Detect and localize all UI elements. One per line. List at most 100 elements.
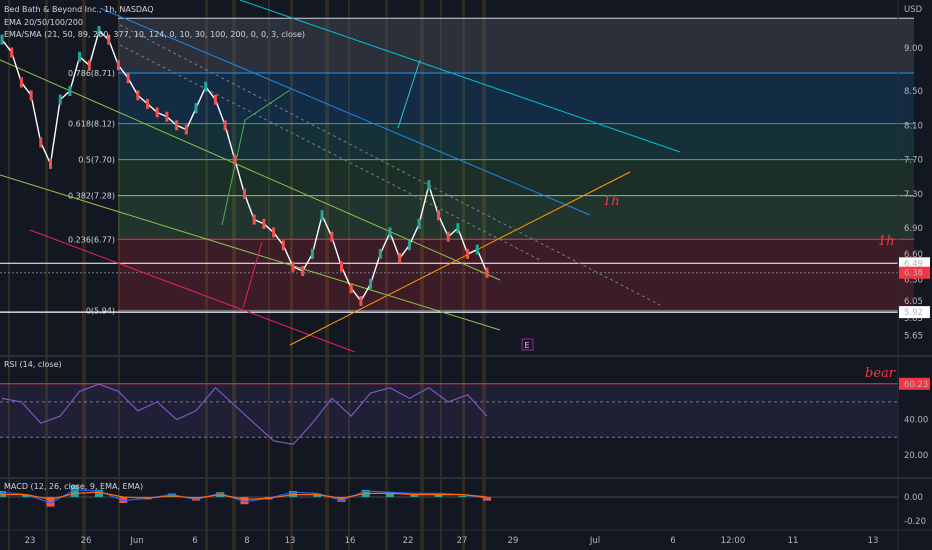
price-candle <box>39 137 43 148</box>
macd-hist-bar <box>46 497 55 507</box>
time-tick-label: 13 <box>868 536 879 546</box>
volume-stripe <box>385 0 388 550</box>
macd-hist-bar <box>337 497 346 502</box>
price-candle <box>369 278 373 289</box>
price-tick-label: 8.10 <box>904 121 923 131</box>
price-candle <box>262 218 266 229</box>
rsi-band <box>0 383 898 438</box>
volume-stripe <box>348 0 350 550</box>
trend-line <box>289 171 631 346</box>
time-tick-label: 6 <box>192 536 197 546</box>
price-candle <box>87 60 91 71</box>
earnings-marker-label: E <box>525 341 530 350</box>
fib-zone-top <box>118 18 914 74</box>
price-tick-label: 5.65 <box>904 331 923 341</box>
volume-stripe <box>440 0 442 550</box>
price-tick-label: 6.05 <box>904 297 923 307</box>
price-candle <box>97 26 101 37</box>
price-candle <box>213 94 217 105</box>
volume-stripe <box>290 0 293 550</box>
time-tick-label: 12:00 <box>721 536 746 546</box>
time-tick-label: 6 <box>670 536 675 546</box>
price-candle <box>165 111 169 122</box>
macd-pane: 0.00 -0.20 <box>0 485 926 527</box>
macd-title: MACD (12, 26, close, 9, EMA, EMA) <box>4 482 143 491</box>
time-tick-label: Jul <box>589 536 600 546</box>
volume-stripe <box>82 0 86 550</box>
price-candle <box>116 60 120 71</box>
time-tick-label: 23 <box>25 536 36 546</box>
price-candle <box>175 120 179 131</box>
price-candle <box>456 223 460 234</box>
price-candle <box>0 34 4 45</box>
price-candle <box>107 34 111 45</box>
price-candle <box>407 240 411 251</box>
time-tick-label: 11 <box>788 536 799 546</box>
fib-zone <box>118 195 914 240</box>
price-candle <box>398 253 402 264</box>
price-series <box>0 26 489 306</box>
price-tick-label: 6.30 <box>904 276 923 286</box>
rsi-last-box <box>899 377 930 390</box>
trend-line <box>239 0 681 153</box>
price-candle <box>466 248 470 259</box>
macd-line <box>1 489 488 504</box>
fib-level-label: 0.618(8.12) <box>68 120 115 129</box>
trend-line <box>119 44 541 261</box>
ema-legend: EMA 20/50/100/200 <box>4 18 83 27</box>
price-candle <box>388 227 392 238</box>
price-tick-label: 9.00 <box>904 44 923 54</box>
fib-zone <box>118 73 914 124</box>
price-tick-label: 5.85 <box>904 314 923 324</box>
macd-hist-bar <box>386 492 394 497</box>
macd-hist-bar <box>70 485 79 497</box>
time-tick-label: 27 <box>457 536 468 546</box>
macd-tick-label: 0.00 <box>904 493 923 503</box>
price-tick-label: 6.90 <box>904 224 923 234</box>
volume-stripe <box>205 0 208 550</box>
fib-level-label: 0(5.94) <box>86 306 115 315</box>
price-candle <box>223 120 227 131</box>
wave-line <box>242 241 263 309</box>
rsi-tick-label: 40.00 <box>904 416 928 426</box>
trend-line <box>0 174 501 331</box>
price-1h-annotation: 1h <box>878 234 895 249</box>
macd-tick-label: -0.20 <box>904 517 926 527</box>
emasma-legend: EMA/SMA (21, 50, 89, 200, 377, 10, 124, … <box>4 30 305 39</box>
price-tick-label: 7.30 <box>904 190 923 200</box>
price-candle <box>427 180 431 191</box>
volume-stripe <box>325 0 329 550</box>
price-candle <box>184 124 188 135</box>
macd-hist-bar <box>483 497 491 501</box>
trend-line <box>99 7 591 216</box>
price-candle <box>272 227 276 238</box>
rsi-tick-label: 20.00 <box>904 451 928 461</box>
price-candle <box>378 248 382 259</box>
price-candle <box>204 81 208 92</box>
price-candle <box>301 266 305 277</box>
price-candle <box>29 90 33 101</box>
earnings-marker[interactable] <box>521 338 534 351</box>
chart-title: Bed Bath & Beyond Inc., 1h, NASDAQ <box>4 5 154 14</box>
price-candle <box>446 231 450 242</box>
rsi-title: RSI (14, close) <box>4 360 62 369</box>
price-candle <box>359 296 363 306</box>
volume-stripes <box>8 0 486 550</box>
macd-signal-line <box>2 491 488 501</box>
volume-stripe <box>8 0 10 550</box>
price-candle <box>49 158 52 169</box>
time-tick-label: 22 <box>403 536 414 546</box>
price-candle <box>281 240 285 251</box>
price-candle <box>349 283 353 294</box>
price-candle <box>417 218 421 229</box>
price-candle <box>155 107 159 118</box>
trend-line <box>119 24 661 306</box>
time-tick-label: 16 <box>345 536 356 546</box>
fib-level-label: 0.786(8.71) <box>68 69 115 78</box>
price-candle <box>437 210 440 221</box>
macd-hist-bar <box>458 495 467 497</box>
